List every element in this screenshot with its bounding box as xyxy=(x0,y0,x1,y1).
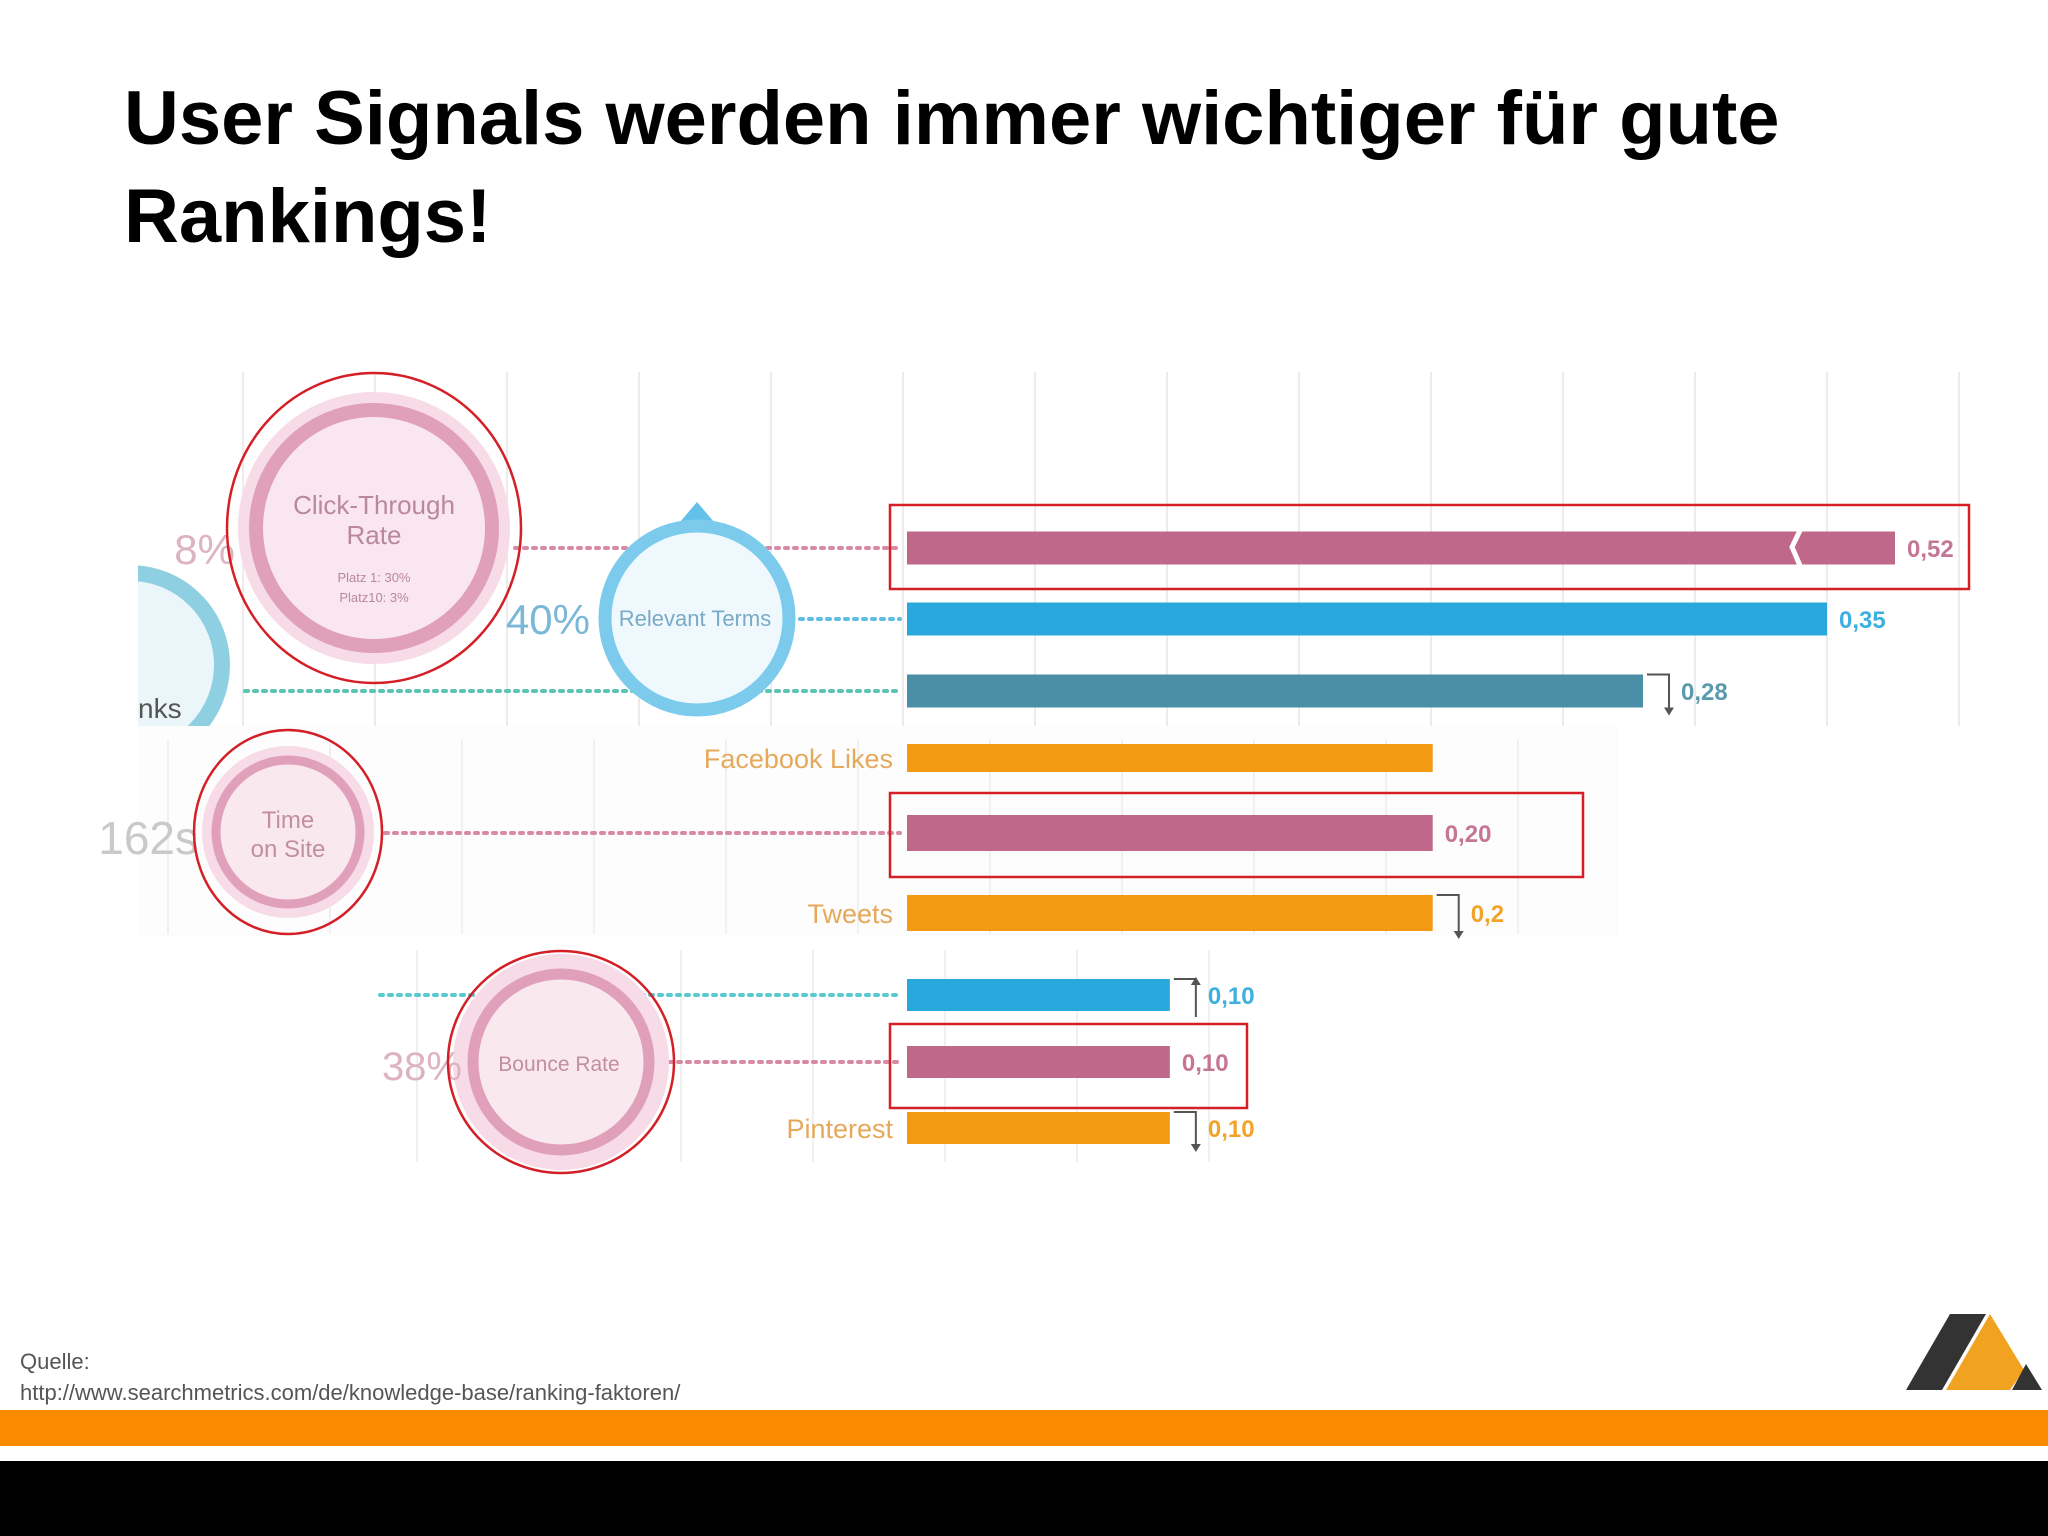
bar xyxy=(907,674,1643,708)
footer-black-band xyxy=(0,1461,2048,1536)
bar xyxy=(907,895,1433,931)
bounce-rate-ring xyxy=(467,968,655,1156)
slide-title: User Signals werden immer wichtiger für … xyxy=(124,76,1780,259)
highlight-box xyxy=(888,503,1971,591)
trend-arrow-down xyxy=(1664,707,1674,716)
backlinks-circle xyxy=(138,565,230,726)
time-on-site-ring xyxy=(211,755,365,909)
ctr-label: Click-Through xyxy=(293,490,455,520)
time-on-site-label: Time xyxy=(262,807,314,834)
bar-category-label: Facebook Likes xyxy=(704,744,893,774)
bounce-rate-label: Bounce Rate xyxy=(498,1053,619,1076)
bar xyxy=(907,602,1827,636)
bar-value-label: 0,52 xyxy=(1907,536,1954,563)
axis-break-mark xyxy=(1789,529,1803,567)
ctr-label: Rate xyxy=(347,520,402,550)
backlinks-label: nks xyxy=(138,693,182,724)
bar xyxy=(907,1046,1170,1078)
highlight-ellipse-ctr xyxy=(225,371,523,685)
highlight-box xyxy=(888,1022,1249,1110)
trend-bracket xyxy=(1436,894,1460,937)
bar xyxy=(907,744,1433,772)
relevant-terms-circle xyxy=(598,519,796,717)
bar xyxy=(907,815,1433,851)
bar-value-label: 0,10 xyxy=(1182,1050,1229,1077)
trend-arrow-down xyxy=(1453,931,1464,939)
bar xyxy=(907,1112,1170,1144)
trend-arrow-up xyxy=(1190,977,1201,985)
source-note: Quelle: http://www.searchmetrics.com/de/… xyxy=(20,1346,680,1408)
bar-value-label: 0,28 xyxy=(1681,679,1728,706)
ctr-percent: 8% xyxy=(174,526,235,573)
source-url[interactable]: http://www.searchmetrics.com/de/knowledg… xyxy=(20,1380,681,1405)
trend-bracket xyxy=(1173,1111,1197,1150)
bar-value-label: 0,2 xyxy=(1471,901,1504,928)
highlight-ellipse-bounce xyxy=(446,949,676,1175)
bar xyxy=(907,531,1895,565)
relevant-terms-label: Relevant Terms xyxy=(619,606,771,631)
time-on-site-value: 162s xyxy=(98,812,198,864)
ctr-detail: Platz10: 3% xyxy=(339,590,409,605)
footer-orange-band xyxy=(0,1410,2048,1446)
trend-bracket xyxy=(1647,673,1670,714)
company-logo xyxy=(1906,1314,2042,1390)
ctr-detail: Platz 1: 30% xyxy=(338,570,411,585)
relevant-terms-percent: 40% xyxy=(506,596,590,643)
highlight-box xyxy=(888,791,1585,879)
highlight-ellipse-time xyxy=(192,728,384,936)
bar-category-label: Pinterest xyxy=(786,1114,893,1144)
bar-value-label: 0,20 xyxy=(1445,821,1492,848)
bar xyxy=(907,979,1170,1011)
source-label: Quelle: xyxy=(20,1349,90,1374)
trend-arrow-down xyxy=(1190,1144,1201,1152)
time-on-site-label: on Site xyxy=(251,836,326,863)
bar-value-label: 0,10 xyxy=(1208,1116,1255,1143)
bar-value-label: 0,35 xyxy=(1839,607,1886,634)
bar-value-label: 0,10 xyxy=(1208,983,1255,1010)
ctr-circle-ring xyxy=(249,403,499,653)
relevant-terms-pointer xyxy=(680,502,714,522)
bar-category-label: Tweets xyxy=(807,899,893,929)
